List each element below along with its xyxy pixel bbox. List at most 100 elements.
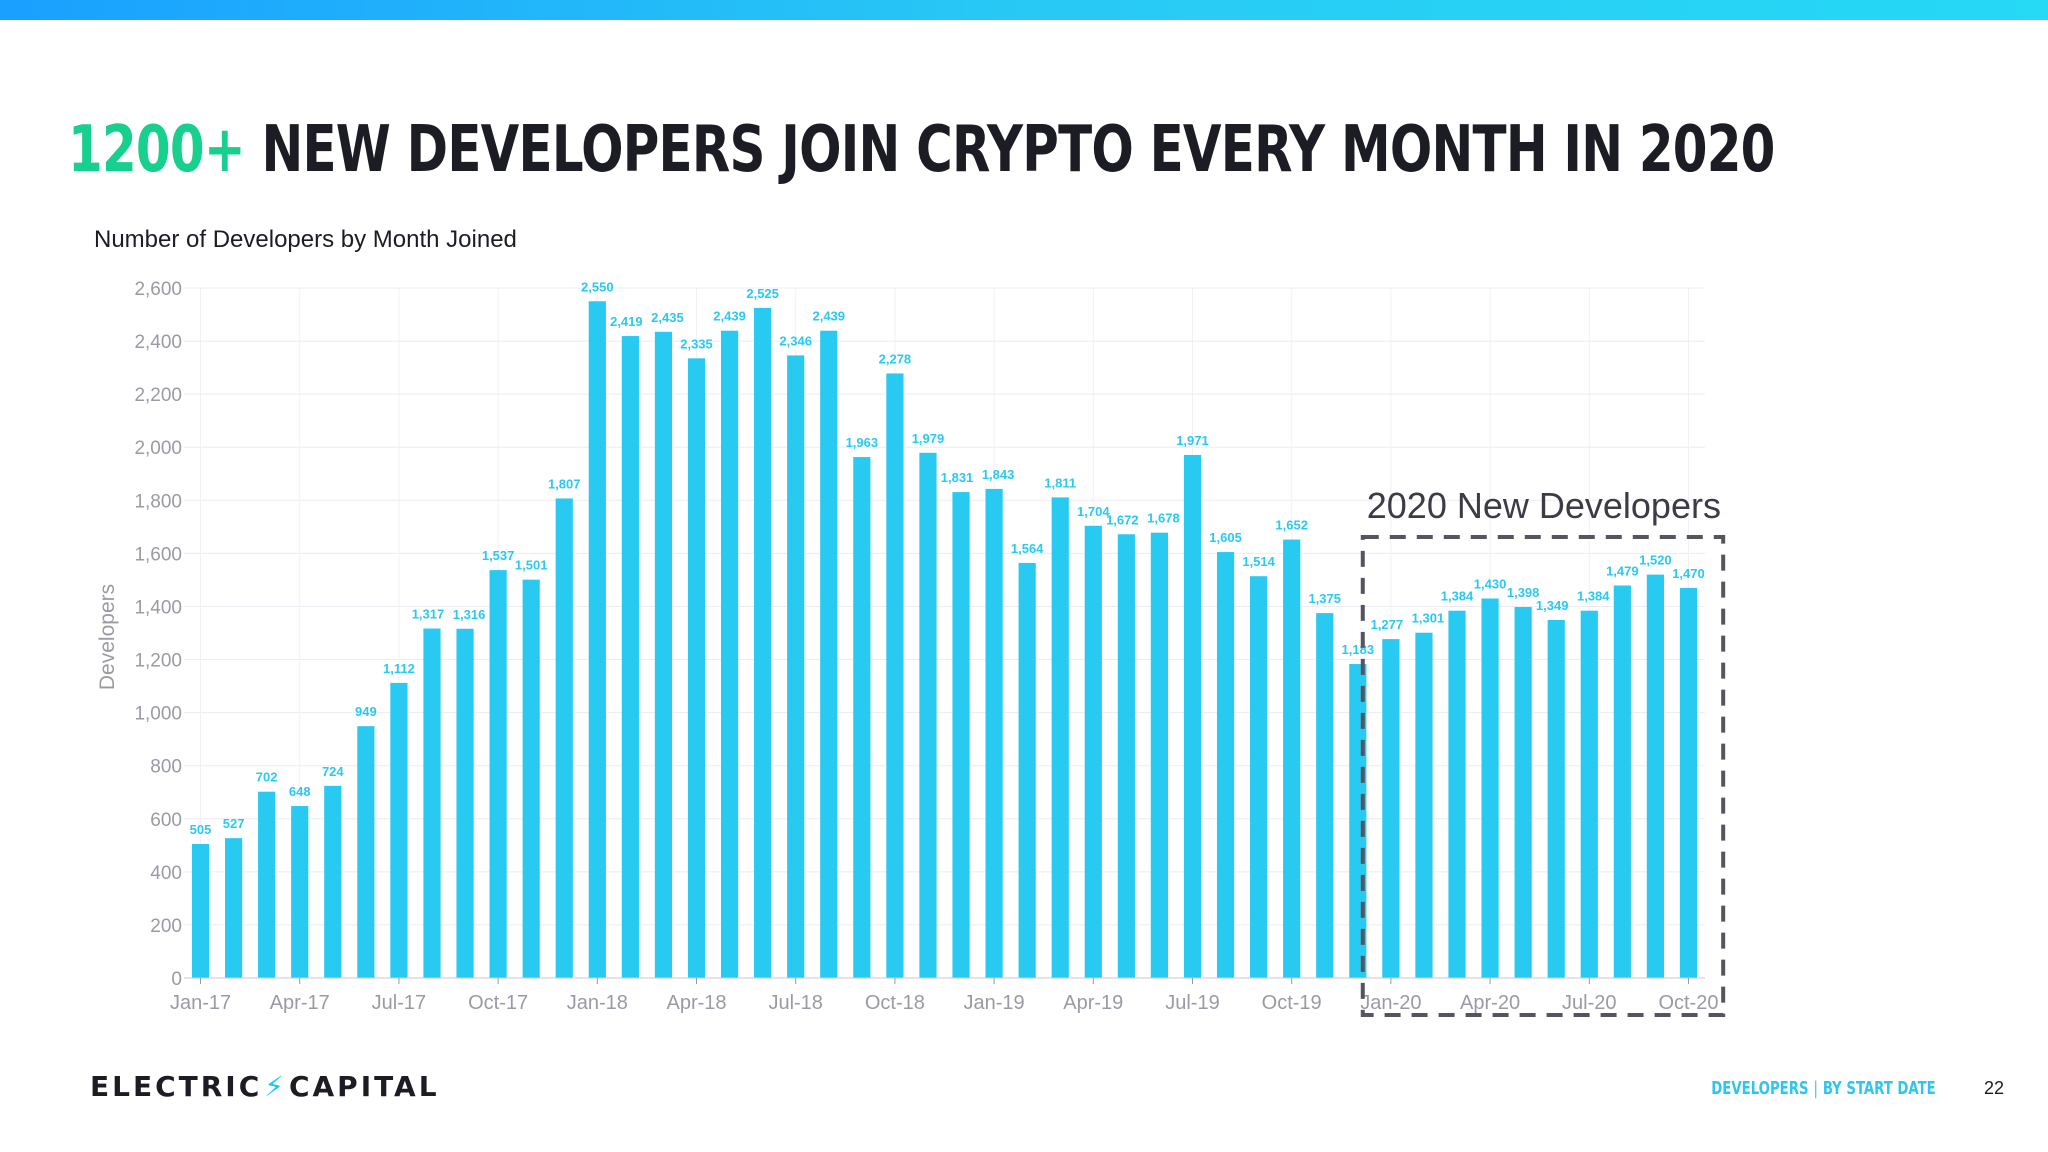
data-label: 1,979	[912, 431, 945, 446]
data-label: 2,435	[651, 310, 684, 325]
y-tick-label: 0	[171, 969, 182, 990]
y-tick-label: 200	[150, 916, 182, 937]
data-label: 2,346	[779, 333, 812, 348]
data-label: 2,278	[879, 351, 912, 366]
data-label: 1,843	[982, 467, 1015, 482]
data-label: 2,550	[581, 279, 614, 294]
data-label: 1,605	[1209, 530, 1242, 545]
y-tick-label: 400	[150, 863, 182, 884]
bar	[390, 682, 408, 978]
annotation-box	[1360, 535, 1726, 1017]
y-tick-label: 600	[150, 810, 182, 831]
bar	[1679, 587, 1698, 978]
data-label: 527	[223, 816, 245, 831]
data-label: 2,439	[713, 309, 746, 324]
bar	[1183, 454, 1202, 979]
slide-title: 1200+ NEW DEVELOPERS JOIN CRYPTO EVERY M…	[68, 118, 1775, 182]
bar	[555, 498, 573, 978]
data-label: 2,439	[812, 309, 845, 324]
bar	[621, 336, 639, 978]
data-label: 2,419	[610, 314, 643, 329]
bar	[191, 843, 210, 978]
bar	[1117, 534, 1135, 978]
y-axis-title: Developers	[96, 584, 119, 690]
bar	[919, 452, 937, 978]
data-label: 1,384	[1441, 589, 1474, 604]
x-tick-label: Apr-19	[1063, 992, 1123, 1014]
data-label: 1,501	[515, 558, 548, 573]
data-label: 1,317	[412, 606, 445, 621]
data-label: 1,470	[1672, 566, 1705, 581]
x-tick-label: Apr-18	[666, 992, 726, 1014]
data-label: 724	[322, 764, 344, 779]
bar	[1646, 574, 1664, 978]
data-label: 1,963	[846, 435, 879, 450]
top-accent-bar	[0, 0, 2048, 20]
data-label: 648	[289, 784, 311, 799]
y-tick-label: 2,200	[134, 385, 182, 406]
x-tick-label: Jan-18	[567, 992, 628, 1014]
y-tick-label: 800	[150, 757, 182, 778]
bar	[1150, 532, 1169, 978]
x-tick-label: Oct-17	[468, 992, 528, 1014]
x-tick-label: Jan-19	[964, 992, 1025, 1014]
annotation-label: 2020 New Developers	[1367, 485, 1721, 526]
y-tick-label: 1,000	[134, 704, 182, 725]
bar	[1613, 585, 1631, 978]
data-label: 1,277	[1371, 617, 1404, 632]
footer-tag-left: DEVELOPERS	[1711, 1078, 1809, 1099]
data-label: 1,672	[1106, 512, 1139, 527]
bar	[1415, 632, 1433, 978]
data-label: 1,384	[1577, 589, 1610, 604]
bar	[720, 330, 739, 978]
bar	[1547, 619, 1565, 978]
electric-capital-logo: ELECTRIC⚡CAPITAL	[90, 1070, 440, 1103]
bar	[787, 355, 805, 978]
footer-tag-separator: |	[1813, 1078, 1819, 1099]
bar	[324, 785, 342, 978]
bar	[1514, 606, 1532, 978]
bar	[291, 806, 309, 978]
bar	[1580, 610, 1598, 978]
bar	[886, 373, 904, 978]
bar	[225, 838, 243, 978]
bar	[1448, 610, 1466, 978]
bar	[423, 628, 441, 978]
data-label: 2,525	[746, 286, 779, 301]
title-text: NEW DEVELOPERS JOIN CRYPTO EVERY MONTH I…	[261, 113, 1775, 187]
bar	[258, 791, 276, 978]
bar	[489, 570, 507, 978]
data-label: 1,652	[1275, 518, 1308, 533]
data-label: 1,831	[941, 470, 974, 485]
footer-section-tag: DEVELOPERS | BY START DATE	[1712, 1078, 1936, 1099]
bar	[588, 301, 606, 978]
x-tick-label: Jan-17	[170, 992, 231, 1014]
data-label: 1,183	[1342, 642, 1375, 657]
bar	[357, 726, 375, 978]
bar	[1018, 562, 1036, 978]
bar	[1316, 613, 1334, 978]
data-label: 1,520	[1639, 553, 1672, 568]
data-label: 949	[355, 704, 377, 719]
bar	[1481, 598, 1499, 978]
data-label: 1,811	[1044, 475, 1076, 490]
data-label: 1,564	[1011, 541, 1044, 556]
bar	[1250, 576, 1268, 978]
x-tick-label: Jan-20	[1360, 992, 1421, 1014]
data-label: 1,479	[1606, 563, 1639, 578]
y-tick-label: 1,400	[134, 597, 182, 618]
data-label: 1,398	[1507, 585, 1540, 600]
x-tick-label: Apr-17	[270, 992, 330, 1014]
data-label: 1,316	[453, 607, 486, 622]
y-tick-label: 2,600	[134, 279, 182, 300]
data-label: 1,678	[1147, 511, 1180, 526]
data-label: 1,301	[1412, 611, 1445, 626]
y-tick-label: 2,000	[134, 438, 182, 459]
data-label: 1,430	[1474, 577, 1507, 592]
bar	[456, 628, 474, 978]
data-label: 1,537	[482, 548, 515, 563]
data-label: 1,514	[1242, 554, 1275, 569]
data-label: 1,704	[1077, 504, 1110, 519]
x-tick-label: Jul-19	[1165, 992, 1219, 1014]
data-label: 702	[256, 770, 278, 785]
